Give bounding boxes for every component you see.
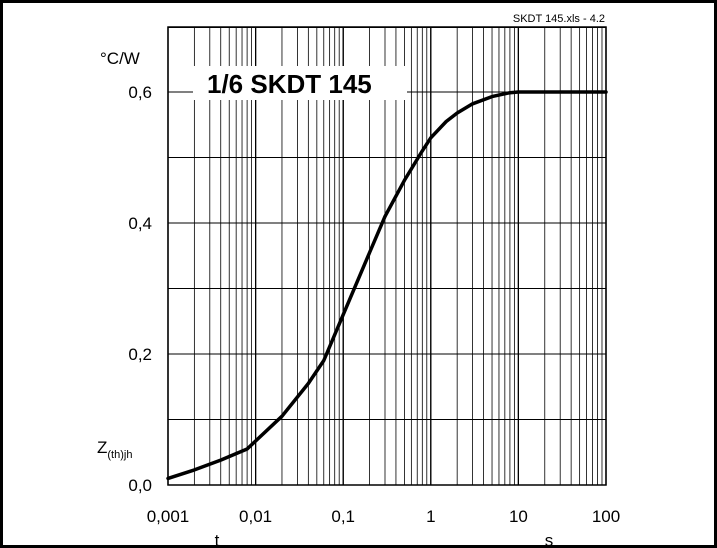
- title-box: [193, 66, 407, 100]
- y-tick-label: 0,6: [128, 83, 152, 102]
- y-tick-label: 0,4: [128, 214, 152, 233]
- file-label: SKDT 145.xls - 4.2: [513, 13, 605, 25]
- y-axis-symbol: Z(th)jh: [97, 438, 132, 461]
- y-tick-label: 0,2: [128, 345, 152, 364]
- x-tick-label: 0,001: [147, 507, 190, 526]
- x-tick-label: 0,1: [331, 507, 355, 526]
- x-axis-label-unit: s: [545, 531, 554, 548]
- y-axis-unit: °C/W: [100, 49, 140, 68]
- file-label-box: [491, 11, 609, 26]
- x-tick-label: 0,01: [239, 507, 272, 526]
- x-tick-label: 1: [426, 507, 435, 526]
- x-axis-label-t: t: [215, 531, 220, 548]
- x-tick-label: 100: [592, 507, 620, 526]
- y-axis-symbol-main: Z: [97, 438, 107, 457]
- chart-title: 1/6 SKDT 145: [207, 69, 372, 99]
- y-tick-label: 0,0: [128, 476, 152, 495]
- plot-area-border: [167, 26, 607, 486]
- series-line: [166, 90, 608, 481]
- y-axis-symbol-subscript: (th)jh: [107, 449, 132, 461]
- x-tick-label: 10: [509, 507, 528, 526]
